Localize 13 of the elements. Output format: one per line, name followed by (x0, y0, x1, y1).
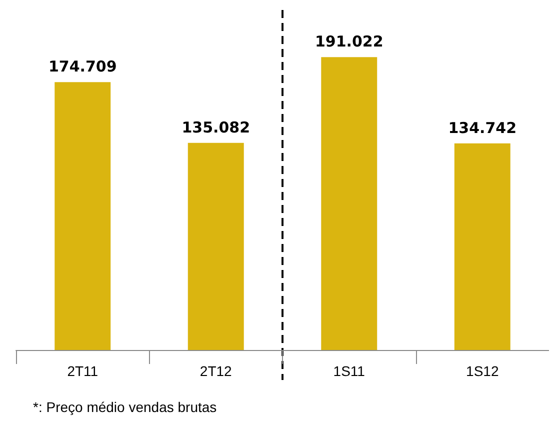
text: *: Preço médio vendas brutas (33, 399, 217, 415)
x-tick-label: 2T12 (200, 363, 232, 379)
x-tick-label: 1S11 (333, 363, 366, 379)
data-label: 174.709 (48, 58, 117, 76)
data-label: 135.082 (182, 118, 250, 136)
bar (454, 143, 510, 350)
bar (321, 57, 378, 350)
bar (188, 142, 244, 350)
data-label: 191.022 (314, 32, 384, 51)
data-label: 134.742 (448, 118, 517, 137)
x-tick-label: 2T11 (67, 363, 98, 379)
bar (54, 82, 111, 350)
x-tick-label: 1S12 (466, 363, 499, 379)
